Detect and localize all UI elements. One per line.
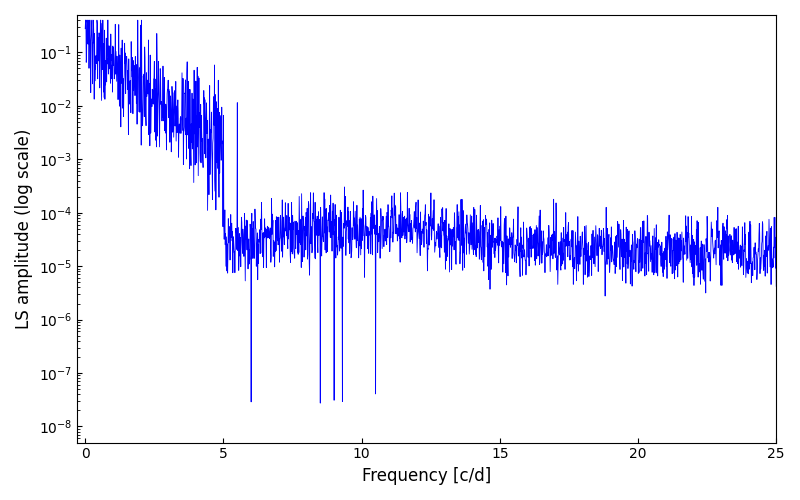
X-axis label: Frequency [c/d]: Frequency [c/d] xyxy=(362,467,491,485)
Y-axis label: LS amplitude (log scale): LS amplitude (log scale) xyxy=(15,128,33,329)
